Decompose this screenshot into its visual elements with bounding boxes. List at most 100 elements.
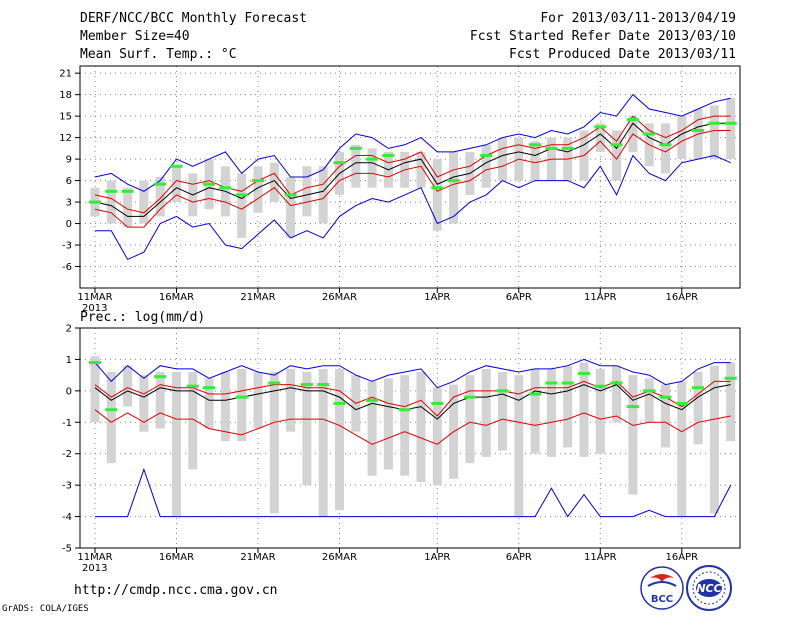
precip-observed-marker <box>154 375 167 379</box>
temp-x-tick-label: 21MAR <box>240 292 275 303</box>
precip-ensemble-bar <box>612 365 622 423</box>
temp-y-tick-label: 15 <box>59 112 72 123</box>
precip-observed-marker <box>186 384 199 388</box>
temp-observed-marker <box>643 132 656 136</box>
temp-ensemble-bar <box>253 166 263 213</box>
precip-observed-marker <box>268 381 281 385</box>
temp-observed-marker <box>561 146 574 150</box>
ncc-logo-globe-icon <box>696 579 722 597</box>
precip-observed-marker <box>105 408 118 412</box>
temp-observed-marker <box>529 143 542 147</box>
temp-observed-marker <box>626 118 639 122</box>
start-date-label: Fcst Started Refer Date 2013/03/10 <box>469 29 736 44</box>
temp-y-tick-label: 18 <box>59 90 72 101</box>
temp-observed-marker <box>594 125 607 129</box>
temp-ensemble-bar <box>726 98 736 160</box>
precip-line-median <box>94 384 731 420</box>
precip-observed-marker <box>463 395 476 399</box>
precip-x-tick-label: 11MAR <box>77 552 112 563</box>
temp-observed-marker <box>219 186 232 190</box>
precip-ensemble-bar <box>400 375 410 476</box>
precip-line-lower-quartile <box>94 409 731 445</box>
precip-x-tick-label: 16MAR <box>159 552 194 563</box>
precip-ensemble-bar <box>677 381 687 517</box>
temp-observed-marker <box>252 179 264 183</box>
bcc-logo-arc-icon <box>647 581 677 587</box>
temp-ensemble-bar <box>416 151 426 188</box>
precip-ensemble-bar <box>416 372 426 482</box>
temp-ensemble-bar <box>318 166 328 224</box>
temp-y-tick-label: 6 <box>66 176 72 187</box>
precip-observed-marker <box>626 405 639 409</box>
temp-observed-marker <box>431 186 444 190</box>
precip-ensemble-bar <box>106 372 116 464</box>
precip-ensemble-bar <box>661 384 670 448</box>
precip-ensemble-bar <box>90 356 100 423</box>
bcc-logo-swoosh-icon <box>650 574 674 582</box>
precip-y-tick-label: 1 <box>66 355 72 366</box>
temp-ensemble-bar <box>155 177 165 217</box>
member-size-label: Member Size=40 <box>80 29 190 44</box>
precip-ensemble-bar <box>204 378 214 429</box>
precip-observed-marker <box>333 401 346 405</box>
temp-y-tick-label: 9 <box>66 155 72 166</box>
temp-ensemble-bar <box>481 144 491 188</box>
precip-ensemble-bar <box>335 368 344 511</box>
temp-y-tick-label: 0 <box>66 219 72 230</box>
precip-ensemble-bar <box>595 368 605 454</box>
precip-line-upper-quartile <box>94 380 731 417</box>
temp-x-tick-label: 16APR <box>666 292 699 303</box>
temp-observed-marker <box>235 193 248 197</box>
precip-ensemble-bar <box>579 362 589 457</box>
temp-observed-marker <box>724 121 737 125</box>
precip-y-tick-label: -2 <box>62 449 72 460</box>
precip-ensemble-bar <box>155 372 165 429</box>
temp-year-label: 2013 <box>82 303 107 314</box>
temp-ensemble-bar <box>449 151 459 224</box>
temp-ensemble-bar <box>367 148 377 188</box>
precip-observed-marker <box>643 389 656 393</box>
grads-credit: GrADS: COLA/IGES <box>2 604 89 614</box>
precip-ensemble-bar <box>432 387 442 486</box>
precip-x-tick-label: 16APR <box>666 552 699 563</box>
precip-observed-marker <box>610 381 623 385</box>
temp-x-tick-label: 6APR <box>506 292 532 303</box>
bcc-logo-text: BCC <box>651 594 673 605</box>
precip-ensemble-bar <box>465 375 475 464</box>
temp-ensemble-bar <box>269 162 279 203</box>
ncc-logo-text: NCC <box>696 582 721 595</box>
temp-observed-marker <box>545 146 558 150</box>
precip-y-tick-label: -3 <box>62 481 72 492</box>
precip-ensemble-bar <box>220 372 230 442</box>
temp-observed-marker <box>708 121 721 125</box>
temp-observed-marker <box>692 128 705 132</box>
temp-observed-marker <box>382 154 395 158</box>
precip-y-tick-label: -5 <box>62 544 72 555</box>
precip-observed-marker <box>235 395 248 399</box>
precip-ensemble-bar <box>253 372 263 429</box>
variable-label: Mean Surf. Temp.: °C <box>80 47 237 62</box>
temp-ensemble-bar <box>612 130 622 181</box>
temp-x-tick-label: 1APR <box>424 292 450 303</box>
temp-observed-marker <box>333 161 346 165</box>
temp-ensemble-bar <box>172 166 181 203</box>
ncc-logo: NCC <box>686 565 732 611</box>
temp-ensemble-bar <box>302 166 312 217</box>
precip-observed-marker <box>431 401 444 405</box>
temp-x-tick-label: 26MAR <box>322 292 357 303</box>
temp-observed-marker <box>203 182 216 186</box>
temp-line-lower-quartile <box>94 130 731 228</box>
precip-y-tick-label: 2 <box>66 324 72 335</box>
temp-line-min <box>95 154 731 261</box>
temp-line-upper-quartile <box>94 115 731 214</box>
precip-ensemble-bar <box>644 378 654 423</box>
temp-ensemble-bar <box>106 180 116 224</box>
precip-observed-marker <box>529 392 542 396</box>
temp-y-tick-label: 21 <box>59 69 72 80</box>
precip-ensemble-bar <box>546 368 556 457</box>
precip-ensemble-bar <box>530 368 540 454</box>
temp-x-tick-label: 11APR <box>584 292 617 303</box>
precip-observed-marker <box>692 386 705 390</box>
temp-y-tick-label: 3 <box>66 198 72 209</box>
precip-x-tick-label: 21MAR <box>240 552 275 563</box>
